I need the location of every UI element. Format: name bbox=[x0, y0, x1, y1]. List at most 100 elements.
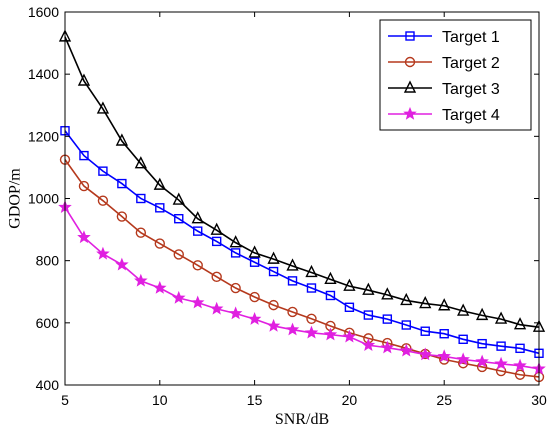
data-point-3-6 bbox=[153, 177, 166, 190]
data-point-1-12 bbox=[268, 266, 279, 277]
data-point-2-14 bbox=[306, 313, 317, 324]
legend-marker-1 bbox=[405, 31, 415, 41]
data-point-3-5 bbox=[134, 156, 147, 169]
legend-label-4: Target 4 bbox=[442, 107, 500, 124]
y-tick-label-600: 600 bbox=[36, 315, 60, 331]
legend-marker-2 bbox=[404, 56, 416, 68]
legend: Target 1 Target 2 Target 3 Target 4 bbox=[379, 19, 532, 131]
data-point-4-7 bbox=[172, 290, 186, 304]
legend-label-3: Target 3 bbox=[442, 81, 500, 98]
data-point-2-9 bbox=[211, 271, 222, 283]
data-point-2-4 bbox=[116, 211, 128, 222]
x-tick-label-25: 25 bbox=[436, 392, 452, 408]
y-axis-title: GDOP/m bbox=[7, 168, 24, 229]
data-point-3-16 bbox=[343, 278, 356, 291]
data-point-4-9 bbox=[209, 301, 224, 315]
series-3 bbox=[58, 29, 546, 332]
data-point-1-9 bbox=[211, 236, 222, 247]
series-line-1 bbox=[64, 130, 540, 355]
data-point-3-10 bbox=[229, 235, 242, 248]
legend-entry-1: Target 1 bbox=[388, 29, 500, 46]
data-point-3-25 bbox=[513, 317, 527, 330]
data-point-2-12 bbox=[268, 299, 279, 311]
data-point-3-7 bbox=[172, 192, 185, 205]
x-tick-label-10: 10 bbox=[152, 392, 168, 408]
data-point-2-3 bbox=[97, 195, 109, 206]
legend-entry-2: Target 2 bbox=[388, 55, 500, 72]
data-point-4-17 bbox=[361, 338, 376, 351]
data-point-2-10 bbox=[230, 282, 241, 294]
data-point-1-23 bbox=[477, 338, 487, 349]
legend-marker-4 bbox=[403, 106, 417, 120]
data-point-1-17 bbox=[363, 310, 374, 320]
x-tick-label-20: 20 bbox=[342, 392, 358, 408]
data-point-4-14 bbox=[304, 325, 319, 339]
data-point-4-11 bbox=[247, 312, 262, 325]
data-point-3-12 bbox=[267, 251, 280, 264]
data-point-4-2 bbox=[77, 230, 91, 244]
y-tick-label-1600: 1600 bbox=[28, 4, 59, 20]
series-layer bbox=[58, 29, 546, 383]
data-point-1-5 bbox=[136, 193, 146, 204]
data-point-2-6 bbox=[154, 238, 166, 249]
y-tick-label-1200: 1200 bbox=[28, 128, 59, 144]
data-point-3-22 bbox=[457, 303, 470, 316]
data-point-3-14 bbox=[305, 264, 318, 278]
data-point-1-22 bbox=[458, 334, 468, 345]
data-point-1-15 bbox=[325, 290, 336, 301]
data-point-3-15 bbox=[324, 271, 337, 285]
data-point-4-16 bbox=[342, 329, 357, 343]
x-axis-title: SNR/dB bbox=[275, 411, 329, 428]
data-point-1-13 bbox=[287, 276, 298, 286]
data-point-1-21 bbox=[439, 329, 449, 339]
data-point-4-3 bbox=[96, 246, 110, 260]
data-point-1-11 bbox=[249, 257, 260, 267]
data-point-3-19 bbox=[400, 292, 413, 306]
data-point-3-9 bbox=[210, 222, 223, 235]
data-point-2-5 bbox=[135, 227, 147, 238]
data-point-1-4 bbox=[117, 178, 127, 189]
data-point-4-18 bbox=[380, 340, 395, 354]
data-point-3-20 bbox=[419, 295, 432, 309]
data-point-1-3 bbox=[98, 166, 108, 176]
data-point-3-11 bbox=[248, 245, 261, 258]
data-point-3-8 bbox=[191, 211, 204, 224]
data-point-3-18 bbox=[381, 287, 394, 300]
legend-entry-3: Target 3 bbox=[388, 80, 500, 98]
data-point-3-3 bbox=[96, 101, 110, 114]
data-point-1-19 bbox=[401, 320, 411, 330]
data-point-4-22 bbox=[456, 352, 470, 366]
data-point-3-13 bbox=[286, 258, 299, 271]
legend-box bbox=[379, 19, 532, 131]
y-tick-label-400: 400 bbox=[36, 377, 60, 393]
x-tick-label-15: 15 bbox=[247, 392, 263, 408]
data-point-1-20 bbox=[420, 326, 430, 336]
data-point-4-5 bbox=[134, 273, 148, 287]
data-point-1-25 bbox=[515, 343, 525, 354]
axes-layer: 5 10 15 20 25 30 400 600 800 1000 1200 1400 1600 bbox=[28, 4, 547, 408]
data-point-1-8 bbox=[193, 226, 203, 236]
data-point-3-23 bbox=[475, 307, 489, 321]
data-point-3-2 bbox=[77, 73, 91, 86]
data-point-2-11 bbox=[249, 291, 260, 303]
legend-label-1: Target 1 bbox=[442, 29, 500, 46]
data-point-1-14 bbox=[306, 283, 317, 293]
data-point-1-10 bbox=[230, 248, 241, 258]
data-point-4-13 bbox=[285, 322, 300, 336]
data-point-2-25 bbox=[514, 369, 526, 380]
data-point-3-17 bbox=[362, 282, 375, 295]
data-point-4-21 bbox=[437, 349, 451, 363]
x-tick-label-30: 30 bbox=[531, 392, 547, 408]
data-point-2-2 bbox=[78, 180, 90, 192]
data-point-3-24 bbox=[494, 311, 508, 324]
data-point-1-7 bbox=[174, 214, 184, 224]
data-point-4-12 bbox=[266, 318, 281, 332]
data-point-4-4 bbox=[115, 257, 129, 271]
data-point-3-4 bbox=[115, 133, 129, 146]
data-point-4-24 bbox=[494, 356, 508, 370]
data-point-4-8 bbox=[190, 295, 205, 309]
data-point-1-16 bbox=[344, 302, 355, 312]
data-point-4-19 bbox=[399, 343, 414, 357]
data-point-1-18 bbox=[382, 314, 393, 324]
